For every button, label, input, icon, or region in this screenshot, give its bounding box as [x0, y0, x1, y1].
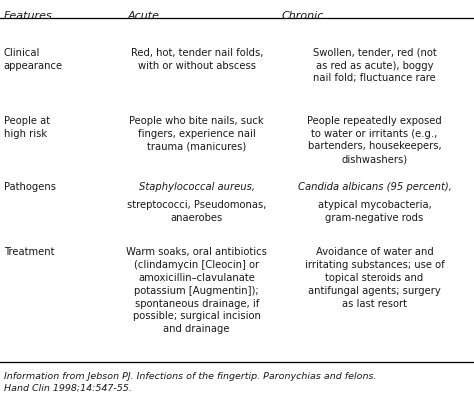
- Text: Staphylococcal aureus,: Staphylococcal aureus,: [139, 182, 255, 192]
- Text: Pathogens: Pathogens: [4, 182, 56, 192]
- Text: streptococci, Pseudomonas,
anaerobes: streptococci, Pseudomonas, anaerobes: [127, 200, 266, 223]
- Text: Acute: Acute: [128, 11, 160, 21]
- Text: Candida albicans (95 percent),: Candida albicans (95 percent),: [298, 182, 451, 192]
- Text: Swollen, tender, red (not
as red as acute), boggy
nail fold; fluctuance rare: Swollen, tender, red (not as red as acut…: [312, 48, 437, 83]
- Text: Red, hot, tender nail folds,
with or without abscess: Red, hot, tender nail folds, with or wit…: [130, 48, 263, 71]
- Text: Clinical
appearance: Clinical appearance: [4, 48, 63, 71]
- Text: Avoidance of water and
irritating substances; use of
topical steroids and
antifu: Avoidance of water and irritating substa…: [305, 247, 444, 308]
- Text: Treatment: Treatment: [4, 247, 55, 257]
- Text: People repeatedly exposed
to water or irritants (e.g.,
bartenders, housekeepers,: People repeatedly exposed to water or ir…: [307, 116, 442, 164]
- Text: Features: Features: [4, 11, 53, 21]
- Text: Warm soaks, oral antibiotics
(clindamycin [Cleocin] or
amoxicillin–clavulanate
p: Warm soaks, oral antibiotics (clindamyci…: [126, 247, 267, 334]
- Text: Chronic: Chronic: [282, 11, 324, 21]
- Text: People who bite nails, suck
fingers, experience nail
trauma (manicures): People who bite nails, suck fingers, exp…: [129, 116, 264, 151]
- Text: People at
high risk: People at high risk: [4, 116, 50, 138]
- Text: Information from Jebson PJ. Infections of the fingertip. Paronychias and felons.: Information from Jebson PJ. Infections o…: [4, 372, 376, 392]
- Text: atypical mycobacteria,
gram-negative rods: atypical mycobacteria, gram-negative rod…: [318, 200, 431, 223]
